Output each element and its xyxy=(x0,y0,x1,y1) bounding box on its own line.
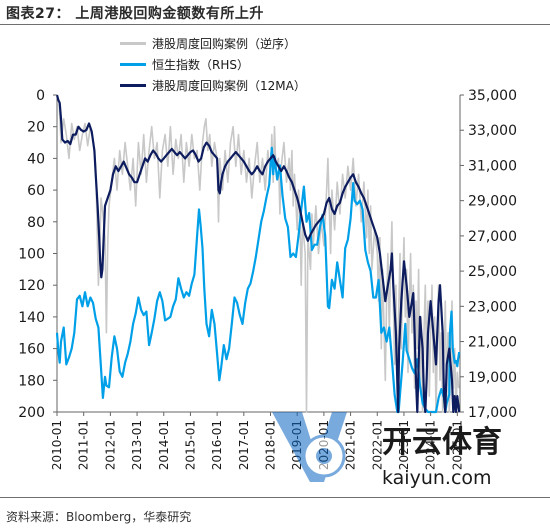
y-right-tick-label: 35,000 xyxy=(468,88,517,104)
y-right-tick-label: 31,000 xyxy=(468,158,517,174)
y-left-tick-label: 200 xyxy=(18,405,45,421)
x-tick-label: 2021-01 xyxy=(344,420,358,470)
x-tick-label: 2010-01 xyxy=(50,420,64,470)
y-right-tick-label: 25,000 xyxy=(468,264,517,280)
chart-plot: 0 20 40 60 80 100 120 140 160 180 200 17,000 19,000 2… xyxy=(18,88,517,470)
x-tick-label: 2014-01 xyxy=(157,420,171,470)
x-tick-label: 2017-01 xyxy=(237,420,251,470)
source-note: 资料来源：Bloomberg，华泰研究 xyxy=(6,510,192,524)
series-line-ma12 xyxy=(55,94,461,414)
y-right-tick-label: 21,000 xyxy=(468,335,517,351)
y-left-tick-label: 40 xyxy=(27,151,45,167)
footer-divider xyxy=(0,497,550,498)
x-tick-label: 2015-01 xyxy=(183,420,197,470)
watermark-brand-url: kaiyun.com xyxy=(382,467,492,489)
y-right-tick-label: 27,000 xyxy=(468,229,517,245)
x-tick-label: 2022-01 xyxy=(370,420,384,470)
y-right-tick-label: 23,000 xyxy=(468,299,517,315)
x-tick-label: 2013-01 xyxy=(130,420,144,470)
y-left-tick-label: 120 xyxy=(18,278,45,294)
y-left-tick-label: 140 xyxy=(18,310,45,326)
y-left-tick-label: 0 xyxy=(36,88,45,104)
y-left-tick-label: 80 xyxy=(27,215,45,231)
y-left-tick-label: 20 xyxy=(27,120,45,136)
y-left-tick-label: 100 xyxy=(18,247,45,263)
legend-label-ma12: 港股周度回购案例（12MA） xyxy=(152,79,306,93)
x-tick-label: 2012-01 xyxy=(103,420,117,470)
watermark-brand-cn: 开云体育 xyxy=(382,425,502,460)
y-left-tick-label: 180 xyxy=(18,373,45,389)
legend-item-ma12: 港股周度回购案例（12MA） xyxy=(120,75,306,96)
y-left-tick-label: 60 xyxy=(27,183,45,199)
legend-label-weekly: 港股周度回购案例（逆序） xyxy=(152,37,297,51)
title-divider xyxy=(0,24,550,25)
series-line-hsi xyxy=(55,146,461,414)
legend-swatch-ma12 xyxy=(120,84,146,87)
legend-swatch-hsi xyxy=(120,63,146,66)
x-tick-label: 2024-01 xyxy=(424,420,438,470)
x-tick-label: 2025-01 xyxy=(450,420,464,470)
y-right-tick-label: 29,000 xyxy=(468,194,517,210)
legend-item-hsi: 恒生指数（RHS） xyxy=(120,54,306,75)
legend-item-weekly: 港股周度回购案例（逆序） xyxy=(120,33,306,54)
x-tick-label: 2023-01 xyxy=(397,420,411,470)
watermark-logo: 开云体育 kaiyun.com xyxy=(272,412,502,489)
y-left-tick-label: 160 xyxy=(18,342,45,358)
x-tick-label: 2016-01 xyxy=(210,420,224,470)
x-tick-label: 2011-01 xyxy=(77,420,91,470)
figure-title: 图表27： 上周港股回购金额数有所上升 xyxy=(6,6,264,22)
legend-label-hsi: 恒生指数（RHS） xyxy=(152,58,249,72)
legend-swatch-weekly xyxy=(120,42,146,45)
chart-legend: 港股周度回购案例（逆序） 恒生指数（RHS） 港股周度回购案例（12MA） xyxy=(120,33,306,96)
y-right-tick-label: 17,000 xyxy=(468,405,517,421)
x-tick-label: 2018-01 xyxy=(264,420,278,470)
y-right-tick-label: 19,000 xyxy=(468,370,517,386)
watermark-badge-icon xyxy=(272,412,347,482)
y-right-tick-label: 33,000 xyxy=(468,123,517,139)
